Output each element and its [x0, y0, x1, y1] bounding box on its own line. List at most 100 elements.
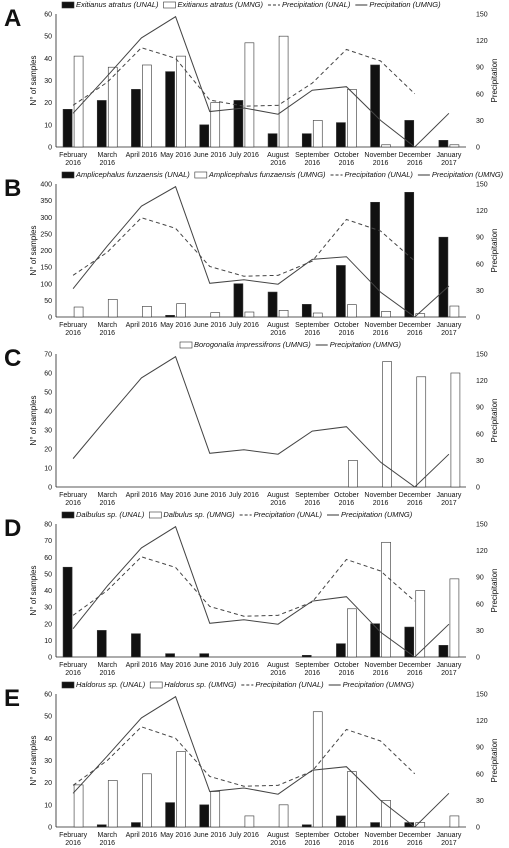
- y-tick-label: 30: [44, 605, 52, 612]
- y-tick-label: 80: [44, 522, 52, 529]
- panel-label: D: [4, 515, 21, 542]
- x-tick-label: April 2016: [126, 492, 158, 499]
- x-tick-label: July 2016: [229, 832, 259, 839]
- bar: [131, 89, 141, 148]
- bar: [438, 236, 449, 318]
- legend-label: Precipitation (UMNG): [330, 340, 402, 349]
- y-axis-label: N° of samples: [29, 566, 38, 616]
- y2-tick-label: 150: [476, 692, 488, 699]
- y-tick-label: 50: [44, 34, 52, 41]
- bar: [370, 64, 380, 148]
- x-tick-label: October 2016: [334, 832, 360, 847]
- bar: [449, 578, 460, 658]
- bar: [301, 133, 312, 148]
- x-tick-label: November 2016: [364, 152, 397, 167]
- x-tick-label: July 2016: [229, 322, 259, 329]
- y2-tick-label: 60: [476, 771, 484, 778]
- legend-label: Dalbulus sp. (UMNG): [163, 510, 235, 519]
- x-tick-label: July 2016: [229, 152, 259, 159]
- x-tick-label: March 2016: [98, 832, 118, 847]
- bar: [62, 566, 73, 658]
- bar: [176, 303, 186, 318]
- y-tick-label: 0: [48, 485, 52, 492]
- bar: [73, 306, 84, 318]
- y-tick-label: 60: [44, 12, 52, 19]
- y2-tick-label: 150: [476, 12, 488, 19]
- panel-label: E: [4, 685, 20, 712]
- legend-label: Exitianus atratus (UMNG): [178, 0, 264, 9]
- x-tick-label: August 2016: [267, 492, 289, 507]
- y-tick-label: 60: [44, 692, 52, 699]
- y2-tick-label: 0: [476, 825, 480, 832]
- y-tick-label: 100: [40, 281, 52, 288]
- y2-tick-label: 60: [476, 261, 484, 268]
- legend-swatch: [149, 681, 163, 689]
- bar: [73, 784, 84, 828]
- y-axis-label: N° of samples: [29, 226, 38, 276]
- y2-axis-label: Precipitation: [490, 398, 499, 442]
- bar: [370, 822, 380, 828]
- x-tick-label: May 2016: [160, 322, 191, 329]
- bar: [370, 201, 380, 318]
- x-tick-label: March 2016: [98, 152, 118, 167]
- legend-swatch: [61, 681, 75, 689]
- bar: [347, 771, 357, 828]
- y-tick-label: 20: [44, 447, 52, 454]
- bar: [404, 626, 415, 658]
- y2-axis-label: Precipitation: [490, 738, 499, 782]
- y2-tick-label: 120: [476, 718, 488, 725]
- x-tick-label: January 2017: [436, 322, 461, 337]
- bar: [107, 66, 118, 148]
- x-tick-label: January 2017: [436, 662, 461, 677]
- line-series: [72, 726, 416, 787]
- x-tick-label: November 2016: [364, 492, 397, 507]
- bar: [278, 35, 289, 148]
- panel-label: A: [4, 5, 21, 32]
- y-tick-label: 40: [44, 736, 52, 743]
- y-tick-label: 40: [44, 588, 52, 595]
- line-series: [72, 47, 416, 107]
- chart-panel-a: A 0 10 20 30 40 50 60 0 30 60 90 120 150 N° of samples…: [0, 0, 509, 167]
- line-series: [72, 15, 450, 148]
- y-tick-label: 10: [44, 802, 52, 809]
- bar: [415, 313, 426, 318]
- x-tick-label: May 2016: [160, 832, 191, 839]
- y2-tick-label: 30: [476, 628, 484, 635]
- y-tick-label: 60: [44, 555, 52, 562]
- y2-tick-label: 30: [476, 118, 484, 125]
- bar: [244, 815, 255, 828]
- y-tick-label: 20: [44, 780, 52, 787]
- legend-swatch: [149, 511, 162, 519]
- y-tick-label: 300: [40, 215, 52, 222]
- y-tick-label: 30: [44, 428, 52, 435]
- bar: [381, 144, 391, 148]
- y2-tick-label: 30: [476, 458, 484, 465]
- x-tick-label: May 2016: [160, 662, 191, 669]
- y2-tick-label: 90: [476, 65, 484, 72]
- bar: [142, 773, 152, 828]
- bar: [96, 630, 107, 658]
- legend-swatch: [194, 171, 208, 179]
- y-tick-label: 30: [44, 758, 52, 765]
- legend-label: Precipitation (UNAL): [254, 510, 323, 519]
- y-tick-label: 50: [44, 571, 52, 578]
- chart-svg-b: B0501001502002503003504000306090120150N°…: [4, 170, 504, 337]
- line-series: [72, 185, 450, 318]
- x-tick-label: February 2016: [59, 662, 88, 677]
- y-tick-label: 250: [40, 231, 52, 238]
- line-series: [72, 556, 416, 617]
- x-tick-label: August 2016: [267, 322, 289, 337]
- x-tick-label: November 2016: [364, 832, 397, 847]
- bar: [312, 312, 323, 318]
- chart-svg-d: D 0 10 20 30 40 50 60 70 80 0 30 60 90 120 150 N° of sam…: [4, 510, 499, 677]
- x-tick-label: January 2017: [436, 832, 461, 847]
- y-tick-label: 10: [44, 122, 52, 129]
- bar: [199, 804, 210, 828]
- x-tick-label: September 2016: [295, 832, 330, 847]
- y2-tick-label: 0: [476, 485, 480, 492]
- y2-tick-label: 90: [476, 235, 484, 242]
- legend-swatch: [61, 1, 75, 9]
- x-tick-label: December 2016: [399, 662, 432, 677]
- x-tick-label: February 2016: [59, 832, 88, 847]
- bar: [244, 311, 255, 318]
